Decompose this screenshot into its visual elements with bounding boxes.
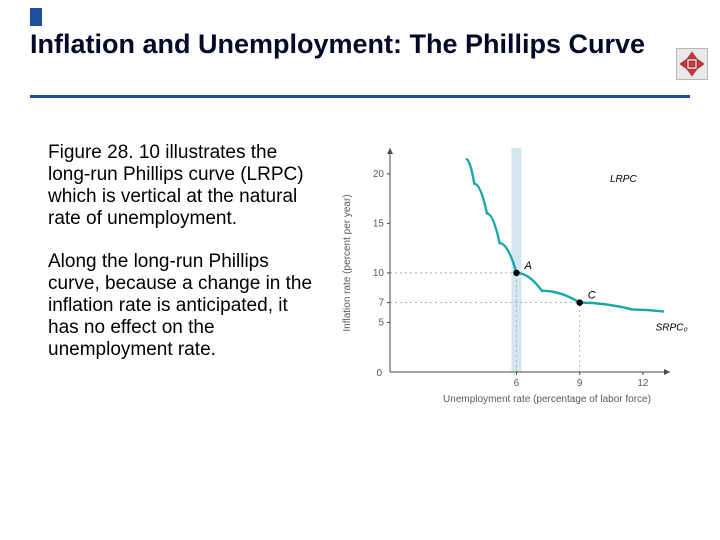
svg-text:15: 15: [373, 218, 385, 229]
move-icon[interactable]: [676, 48, 708, 80]
svg-text:7: 7: [378, 298, 384, 309]
svg-text:0: 0: [376, 368, 382, 379]
svg-text:A: A: [523, 260, 531, 272]
svg-text:9: 9: [577, 378, 583, 389]
arrows-move-icon: [679, 51, 705, 77]
svg-text:LRPC: LRPC: [610, 174, 637, 185]
header-underline: [30, 95, 690, 98]
svg-text:SRPC₀: SRPC₀: [656, 323, 688, 334]
header-accent: [30, 8, 42, 26]
body-text: Figure 28. 10 illustrates the long-run P…: [48, 142, 318, 361]
svg-text:C: C: [588, 290, 596, 302]
slide: Inflation and Unemployment: The Phillips…: [0, 0, 720, 540]
svg-text:5: 5: [378, 317, 384, 328]
phillips-chart: 0 5 7 10 15 20 6 9 12 A C LRPC SRPC₀ Unemployment rat…: [330, 140, 710, 408]
svg-text:6: 6: [514, 378, 520, 389]
svg-text:Unemployment rate (percentage: Unemployment rate (percentage of labor f…: [443, 394, 651, 405]
svg-text:10: 10: [373, 268, 385, 279]
svg-text:Inflation rate (percent per ye: Inflation rate (percent per year): [342, 194, 353, 331]
paragraph-2: Along the long-run Phillips curve, becau…: [48, 251, 318, 360]
svg-text:20: 20: [373, 169, 385, 180]
paragraph-1: Figure 28. 10 illustrates the long-run P…: [48, 142, 318, 229]
page-title: Inflation and Unemployment: The Phillips…: [30, 28, 680, 60]
svg-text:12: 12: [637, 378, 649, 389]
